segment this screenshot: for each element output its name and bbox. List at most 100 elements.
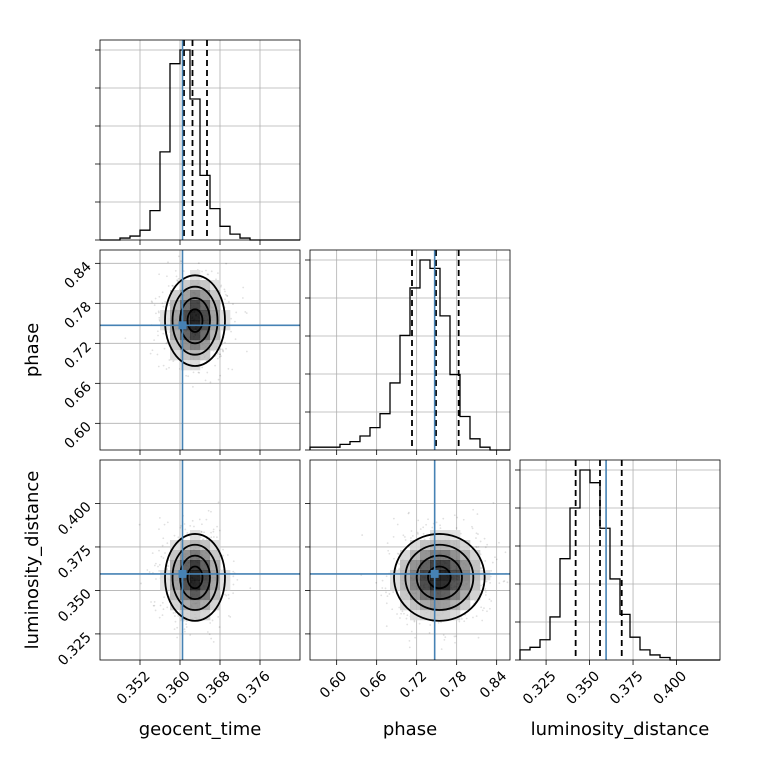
density-cell [180,580,191,591]
density-cell [450,590,461,601]
histogram-step [309,259,510,451]
sample-point [223,662,225,664]
sample-point [408,646,411,649]
density-cell [410,590,421,601]
density-cell [440,580,451,591]
sample-point [215,278,217,281]
density-cell [210,310,221,321]
x-axis-label-luminosity_distance: luminosity_distance [531,719,710,740]
sample-point [177,277,180,280]
density-cell [190,560,201,571]
sample-point [232,592,235,595]
sample-point [386,542,389,545]
sample-point [162,305,165,308]
density-cell [200,290,211,301]
sample-point [381,587,384,589]
sample-point [157,311,160,314]
sample-point [479,540,482,543]
density-contour [179,297,211,345]
panel-frame [519,459,721,661]
pair-panel-geocent_time-phase [95,213,301,455]
density-cell [440,560,451,571]
sample-point [483,607,485,610]
sample-point [197,262,200,265]
x-tick-label: 0.360 [154,668,194,708]
sample-point [406,623,409,626]
density-cell [390,570,401,581]
density-cell [200,600,211,611]
sample-point [161,302,164,305]
sample-point [228,597,230,600]
sample-point [206,631,209,633]
density-cell [180,350,191,361]
sample-point [212,528,215,531]
density-cell [190,590,201,601]
density-cell [180,360,191,371]
density-cell [170,570,181,581]
sample-point [475,545,477,548]
sample-point [177,536,180,539]
sample-point [234,320,236,323]
density-contour [171,543,219,611]
sample-point [153,604,156,607]
sample-point [165,368,168,370]
sample-point [442,517,445,520]
sample-point [176,280,179,282]
density-cell [190,610,201,621]
sample-point [156,353,159,356]
sample-point [375,581,378,584]
density-cell [170,600,181,611]
sample-point [484,591,487,593]
sample-point [163,523,166,526]
x-axis-label-geocent_time: geocent_time [139,719,262,740]
density-cell [200,570,211,581]
x-tick-label: 0.350 [564,668,604,708]
density-contour [164,533,226,622]
sample-point [192,371,195,374]
sample-point [212,350,215,352]
sample-point [201,366,204,369]
sample-point [153,339,156,342]
sample-point [400,612,402,615]
sample-point [179,260,182,263]
sample-point [398,553,400,555]
density-cell [190,280,201,291]
density-cell [460,570,471,581]
density-cell [400,590,411,601]
sample-point [249,587,252,590]
sample-point [168,359,171,361]
sample-point [161,614,164,617]
sample-point [152,604,155,607]
sample-point [225,293,227,296]
density-cell [180,290,191,301]
density-cell [400,580,411,591]
x-axis-label-phase: phase [383,719,437,740]
sample-point [149,352,152,355]
density-cell [450,540,461,551]
sample-point [176,626,179,629]
density-cell [200,610,211,621]
x-tick-label: 0.400 [650,668,690,708]
sample-point [232,575,235,578]
sample-point [199,536,202,539]
density-cell [190,530,201,541]
sample-point [437,621,440,624]
density-cell [180,540,191,551]
sample-point [226,294,228,297]
sample-point [392,591,395,593]
density-cell [200,310,211,321]
sample-point [232,560,235,563]
sample-point [472,508,475,511]
sample-point [162,557,165,559]
sample-point [408,639,411,642]
sample-point [166,568,168,571]
sample-point [219,348,222,351]
sample-point [492,501,495,504]
sample-point [172,612,175,614]
sample-point [439,524,442,527]
truth-marker [178,321,187,330]
sample-point [384,587,387,590]
sample-point [167,213,169,215]
sample-point [224,341,226,344]
sample-point [416,531,419,534]
